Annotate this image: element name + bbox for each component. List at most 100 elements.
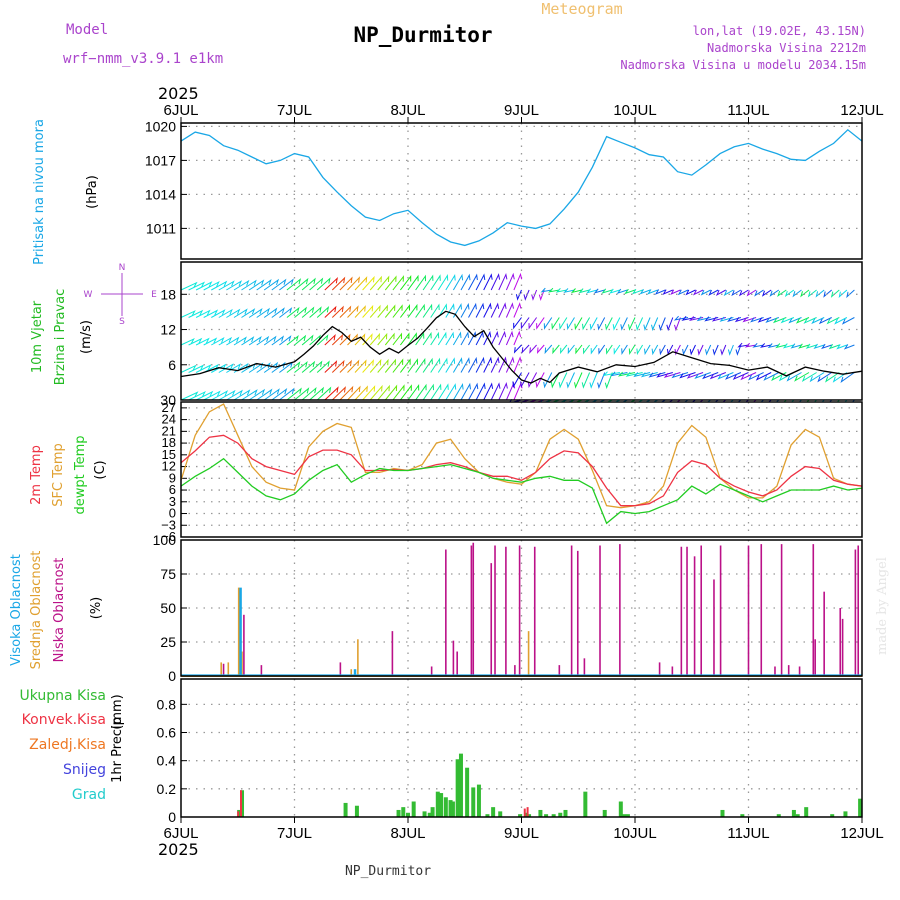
total-precip-bar [485,814,490,817]
y-tick-label: 0.2 [157,781,177,797]
total-precip-bar [791,809,796,817]
wind-barb [559,317,568,331]
compass-east: E [151,290,157,300]
wind-barb [536,317,545,330]
wind-barb [513,302,522,318]
wind-barb [437,303,448,318]
year-label-top: 2025 [158,84,199,103]
total-precip-bar [544,814,549,817]
wind-barb [617,371,636,377]
wind-barb [203,309,219,318]
wind-barb [188,390,206,401]
wind-barb [786,372,802,382]
wind-barb [780,317,795,324]
panel-precipitation: 0 0.2 0.4 0.6 0.8 [157,678,863,825]
wind-barb [445,331,455,346]
wind-barb [558,372,568,389]
x-tick-label-top: 9JUL [504,102,539,119]
y-tick-label: 18 [160,286,176,302]
wind-barb [540,287,552,293]
total-precip-bar [343,802,348,817]
wind-barb [574,372,583,389]
wind-barb [731,289,742,297]
wind-barb [248,388,266,401]
wind-barb [445,383,457,401]
wind-barb [460,331,469,346]
total-precip-bar [527,814,532,817]
wind-barb [301,306,315,318]
y-tick-label: 24 [162,412,176,427]
panel-wind: 6 12 18 30 [160,261,863,412]
wind-barb [551,317,560,330]
wind-barb [452,382,464,401]
wind-barb [523,289,530,301]
wind-barb [218,336,233,346]
x-tick-label-top: 10JUL [613,102,656,119]
wind-barb [505,272,515,291]
wind-barb [256,388,273,401]
wind-barb [271,335,285,346]
wind-barb [211,280,228,291]
wind-barb [521,344,530,354]
wind-barb [566,317,575,331]
wind-barb [544,344,553,355]
y-tick-label: 0.4 [157,753,177,769]
wind-barb [744,342,757,348]
wind-barb [430,357,441,373]
y-tick-label: 12 [160,322,176,338]
wind-barb [651,344,659,356]
wind-barb [784,289,795,298]
conv-precip-bar [526,807,529,817]
sfc-temp-line [180,403,863,509]
wind-barb [535,372,545,389]
wind-barb [794,372,810,382]
wind-barb [483,356,493,373]
x-tick-label-top: 6JUL [163,102,198,119]
total-precip-bar [406,812,410,817]
x-tick-label-bottom: 6JUL [163,825,198,842]
wind-barb [692,289,704,296]
total-precip-bar [558,812,563,817]
wind-barb [483,382,494,401]
wind-barb [712,344,719,356]
wind-barb [407,274,419,291]
wind-barb [807,289,817,298]
y-tick-label: 0 [169,506,176,521]
wind-barb [666,317,674,332]
wind-barb [727,316,742,323]
wind-barb [316,386,332,401]
wind-barb [750,317,764,323]
wind-barb [377,358,389,373]
wind-barb [354,305,366,318]
wind-barb [316,334,329,346]
wind-barb [598,344,606,355]
wind-barb [211,390,229,401]
wind-barb [430,331,440,346]
wind-barb [309,360,323,373]
wind-barb [621,344,628,355]
wind-barb [460,273,471,291]
wind-barb [527,372,538,389]
wind-barb [203,390,221,401]
wind-barb [347,305,359,318]
wind-barb [658,317,666,332]
wind-barb [531,289,538,301]
wind-barb [331,359,345,373]
model-label: Model [66,22,108,38]
wind-barb [362,275,375,291]
wind-barb [720,344,727,356]
wind-barb [792,289,802,298]
cloud-axis-title-low: Niska Oblacnost [52,558,67,663]
wind-barb [593,288,605,294]
cloud-axis-title-high: Visoka Oblacnost [9,554,24,666]
x-tick-label-top: 11JUL [727,102,769,119]
wind-barb [823,289,833,298]
wind-barb [384,304,396,318]
wind-barb [742,317,757,323]
wind-barb [263,388,280,401]
wind-barb [422,357,433,373]
total-precip-bar [858,798,863,817]
wind-barb [188,364,205,373]
